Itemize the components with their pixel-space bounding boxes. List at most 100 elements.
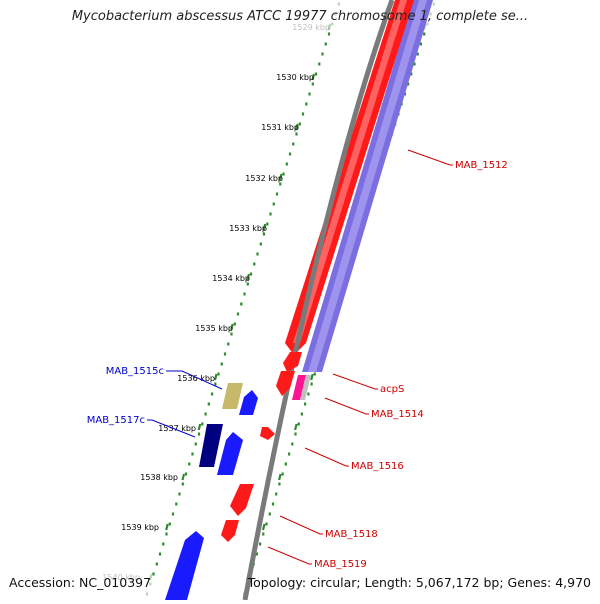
tick-label: 1536 kbp bbox=[177, 374, 215, 383]
gene-labels: MAB_1512 acpS MAB_1514 MAB_1516 MAB_1518… bbox=[87, 160, 508, 570]
tick-dot bbox=[310, 382, 313, 386]
tick-dot bbox=[318, 62, 321, 66]
tick-label: 1539 kbp bbox=[121, 523, 159, 532]
tick-dot bbox=[305, 102, 308, 106]
tick-dot bbox=[256, 252, 259, 256]
tick-label: 1533 kbp bbox=[229, 224, 267, 233]
gene-label-mab-1519[interactable]: MAB_1519 bbox=[314, 559, 367, 570]
mab-1514-gene[interactable] bbox=[276, 371, 295, 396]
mab-1518-gene[interactable] bbox=[230, 484, 254, 516]
tick-dot bbox=[314, 72, 318, 76]
tick-dot bbox=[416, 52, 419, 56]
tick-dot bbox=[253, 262, 256, 266]
tick-dot bbox=[181, 482, 184, 486]
tick-dot bbox=[240, 302, 243, 306]
topology-text: Topology: circular; Length: 5,067,172 bp… bbox=[247, 575, 591, 590]
purple-feature-highlight bbox=[308, 0, 427, 372]
tick-dot bbox=[281, 472, 284, 476]
label-leaders bbox=[147, 149, 453, 565]
mab-1515c-gene[interactable] bbox=[222, 383, 243, 409]
tick-dot bbox=[168, 522, 171, 526]
tick-dot bbox=[266, 222, 269, 226]
tick-dot bbox=[275, 192, 279, 196]
tick-dot bbox=[429, 12, 432, 16]
major-tick bbox=[261, 523, 266, 531]
gene-label-mab-1516[interactable]: MAB_1516 bbox=[351, 461, 404, 472]
tick-dot bbox=[407, 82, 410, 86]
tick-dot bbox=[201, 422, 204, 426]
tick-dot bbox=[313, 372, 316, 376]
tick-dot bbox=[300, 412, 303, 416]
tick-dot bbox=[158, 552, 162, 556]
tick-dot bbox=[294, 432, 297, 436]
tick-label: 1537 kbp bbox=[158, 424, 196, 433]
tick-dot bbox=[410, 72, 413, 76]
mab-1516-gene[interactable] bbox=[260, 427, 275, 440]
tick-dot bbox=[191, 452, 194, 456]
tick-dot bbox=[236, 312, 240, 316]
tick-dot bbox=[413, 62, 416, 66]
tick-dot bbox=[426, 22, 429, 26]
gray-gene[interactable] bbox=[300, 375, 311, 400]
tick-dot bbox=[268, 512, 271, 516]
tick-dot bbox=[246, 282, 249, 286]
pink-gene[interactable] bbox=[292, 375, 306, 400]
major-tick bbox=[295, 123, 299, 131]
tick-dot bbox=[279, 182, 282, 186]
reverse-gene-1536[interactable] bbox=[239, 390, 258, 415]
tick-label: 1535 kbp bbox=[195, 324, 233, 333]
reverse-gene-1540[interactable] bbox=[165, 531, 204, 600]
major-tick bbox=[148, 573, 153, 581]
tick-dot bbox=[249, 272, 253, 276]
tick-dot bbox=[194, 442, 197, 446]
tick-dot bbox=[217, 372, 220, 376]
gene-label-mab-1512[interactable]: MAB_1512 bbox=[455, 160, 508, 171]
major-tick bbox=[278, 473, 282, 481]
tick-dot bbox=[204, 412, 207, 416]
tick-dot bbox=[214, 382, 217, 386]
tick-dot bbox=[308, 92, 311, 96]
major-tick bbox=[213, 373, 218, 381]
gene-label-mab-1518[interactable]: MAB_1518 bbox=[325, 529, 378, 540]
major-tick bbox=[181, 473, 186, 481]
tick-dot bbox=[278, 482, 281, 486]
major-tick bbox=[310, 373, 314, 381]
tick-label: 1532 kbp bbox=[245, 174, 283, 183]
gene-label-acps[interactable]: acpS bbox=[380, 384, 404, 395]
tick-dot bbox=[175, 502, 178, 506]
tick-dot bbox=[285, 162, 288, 166]
tick-dot bbox=[259, 542, 262, 546]
tick-dot bbox=[162, 542, 165, 546]
major-tick bbox=[246, 273, 251, 281]
tick-dot bbox=[269, 212, 272, 216]
gene-label-mab-1517c[interactable]: MAB_1517c bbox=[87, 415, 145, 426]
tick-label: 1530 kbp bbox=[276, 73, 314, 82]
tick-dot bbox=[178, 492, 181, 496]
tick-dot bbox=[188, 462, 191, 466]
reverse-gene-1537[interactable] bbox=[217, 432, 243, 475]
tick-label: 1531 kbp bbox=[261, 123, 299, 132]
acps-gene[interactable] bbox=[283, 352, 302, 372]
tick-dot bbox=[337, 2, 340, 6]
mab-1517c-gene[interactable] bbox=[199, 424, 223, 467]
tick-dot bbox=[207, 402, 210, 406]
tick-dot bbox=[321, 52, 324, 56]
tick-dot bbox=[298, 122, 301, 126]
tick-dot bbox=[311, 82, 314, 86]
tick-labels: 1529 kbp 1530 kbp 1531 kbp 1532 kbp 1533… bbox=[102, 23, 330, 582]
tick-dot bbox=[149, 582, 152, 586]
mab-1519-gene[interactable] bbox=[221, 520, 239, 542]
tick-dot bbox=[297, 422, 300, 426]
tick-dot bbox=[272, 202, 275, 206]
tick-dot bbox=[288, 152, 292, 156]
major-tick bbox=[311, 73, 316, 81]
major-tick bbox=[278, 173, 283, 181]
tick-label: 1540 kbp bbox=[102, 573, 140, 582]
gene-label-mab-1514[interactable]: MAB_1514 bbox=[371, 409, 424, 420]
tick-dot bbox=[259, 242, 262, 246]
tick-dot bbox=[307, 392, 310, 396]
gene-label-mab-1515c[interactable]: MAB_1515c bbox=[106, 366, 164, 377]
tick-dot bbox=[288, 452, 291, 456]
